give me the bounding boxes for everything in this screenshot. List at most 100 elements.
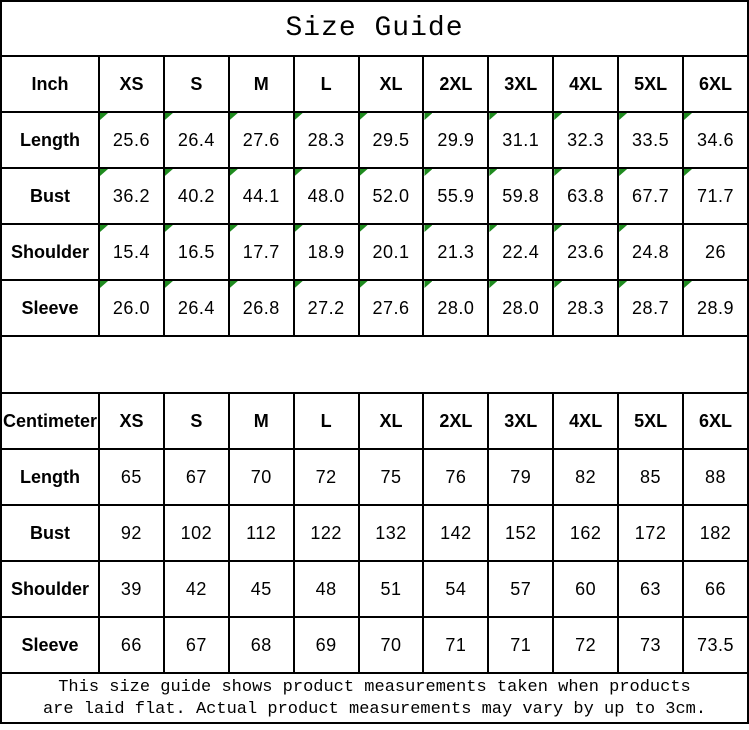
measurement-value: 66 (704, 578, 727, 599)
measurement-cell: 16.5 (162, 223, 230, 281)
measurement-cell: 28.0 (487, 279, 555, 337)
footer-note-line-2: are laid flat. Actual product measuremen… (42, 700, 707, 719)
measurement-cell: 122 (292, 504, 360, 562)
measurement-value: 24.8 (632, 241, 670, 262)
size-header-cell-xl: XL (357, 55, 425, 113)
table-row-centimeter-bust: Bust 92 102 112 122 132 142 152 162 172 182 (0, 504, 749, 562)
measurement-cell: 92 (98, 504, 165, 562)
size-header-cell-4xl: 4XL (552, 392, 620, 450)
measurement-value: 21.3 (437, 241, 475, 262)
measurement-value: 48.0 (307, 185, 345, 206)
row-label-bust: Bust (0, 167, 100, 225)
cell-flag-triangle-icon (490, 170, 498, 176)
measurement-value: 112 (246, 522, 277, 543)
measurement-value: 73 (640, 634, 662, 655)
measurement-value: 54 (445, 578, 467, 599)
cell-flag-triangle-icon (555, 114, 563, 120)
row-label-sleeve: Sleeve (0, 616, 100, 674)
measurement-value: 59.8 (502, 185, 540, 206)
measurement-value: 82 (575, 466, 597, 487)
measurement-cell: 24.8 (617, 223, 685, 281)
cell-flag-triangle-icon (685, 282, 693, 288)
measurement-cell: 55.9 (422, 167, 490, 225)
measurement-value: 85 (640, 466, 662, 487)
measurement-cell: 20.1 (357, 223, 425, 281)
measurement-cell: 45 (227, 560, 295, 618)
measurement-value: 45 (250, 578, 272, 599)
measurement-value: 63.8 (567, 185, 605, 206)
size-header-cell-xl: XL (357, 392, 425, 450)
measurement-cell: 42 (162, 560, 230, 618)
measurement-value: 28.3 (307, 129, 345, 150)
measurement-value: 26.4 (177, 297, 215, 318)
row-label-shoulder: Shoulder (0, 223, 100, 281)
measurement-cell: 44.1 (227, 167, 295, 225)
cell-flag-triangle-icon (360, 282, 368, 288)
measurement-value: 67 (185, 466, 207, 487)
cell-flag-triangle-icon (295, 226, 303, 232)
measurement-cell: 68 (227, 616, 295, 674)
measurement-cell: 63.8 (552, 167, 620, 225)
size-header-cell-m: M (227, 392, 295, 450)
measurement-value: 65 (120, 466, 142, 487)
size-header-cell-xs: XS (98, 55, 165, 113)
measurement-value: 71 (445, 634, 467, 655)
header-row-centimeter: Centimeter XS S M L XL 2XL 3XL 4XL 5XL 6XL (0, 392, 749, 450)
measurement-cell: 27.6 (227, 111, 295, 169)
measurement-value: 34.6 (696, 129, 735, 150)
size-header-cell-3xl: 3XL (487, 392, 555, 450)
measurement-value: 102 (180, 522, 213, 543)
measurement-value: 68 (250, 634, 272, 655)
row-label-shoulder: Shoulder (0, 560, 100, 618)
measurement-value: 18.9 (307, 241, 345, 262)
measurement-value: 172 (634, 522, 667, 543)
measurement-cell: 26.4 (162, 111, 230, 169)
size-header-cell-6xl: 6XL (682, 55, 749, 113)
measurement-cell: 65 (98, 448, 165, 506)
row-label-sleeve: Sleeve (0, 279, 100, 337)
measurement-cell: 73 (617, 616, 685, 674)
measurement-value: 40.2 (177, 185, 215, 206)
measurement-cell: 72 (552, 616, 620, 674)
size-header-cell-s: S (162, 55, 230, 113)
inch-size-table: Inch XS S M L XL 2XL 3XL 4XL 5XL 6XL Length 25.6 26.4… (0, 55, 749, 337)
size-header-cell-3xl: 3XL (487, 55, 555, 113)
measurement-value: 122 (310, 522, 342, 543)
table-row-inch-length: Length 25.6 26.4 27.6 28.3 29.5 29.9 31.1 32.3 33… (0, 111, 749, 169)
measurement-cell: 32.3 (552, 111, 620, 169)
measurement-value: 15.4 (112, 241, 150, 262)
measurement-value: 29.9 (437, 129, 475, 150)
measurement-value: 69 (315, 634, 337, 655)
size-header-cell-s: S (162, 392, 230, 450)
table-row-centimeter-shoulder: Shoulder 39 42 45 48 51 54 57 60 63 66 (0, 560, 749, 618)
size-header-cell-l: L (292, 392, 360, 450)
measurement-cell: 88 (682, 448, 749, 506)
measurement-cell: 152 (487, 504, 555, 562)
measurement-cell: 71 (487, 616, 555, 674)
size-header-cell-5xl: 5XL (617, 55, 685, 113)
measurement-cell: 132 (357, 504, 425, 562)
measurement-value: 52.0 (372, 185, 410, 206)
cell-flag-triangle-icon (490, 226, 498, 232)
measurement-cell: 112 (227, 504, 295, 562)
measurement-value: 142 (440, 522, 472, 543)
measurement-value: 48 (315, 578, 337, 599)
measurement-cell: 172 (617, 504, 685, 562)
measurement-cell: 48.0 (292, 167, 360, 225)
measurement-value: 33.5 (632, 129, 670, 150)
cell-flag-triangle-icon (620, 170, 628, 176)
measurement-value: 36.2 (112, 185, 150, 206)
measurement-value: 152 (505, 522, 537, 543)
cell-flag-triangle-icon (100, 282, 108, 288)
cell-flag-triangle-icon (620, 114, 628, 120)
measurement-value: 182 (699, 522, 732, 543)
cell-flag-triangle-icon (620, 226, 628, 232)
size-header-cell-2xl: 2XL (422, 55, 490, 113)
header-row-inch: Inch XS S M L XL 2XL 3XL 4XL 5XL 6XL (0, 55, 749, 113)
cell-flag-triangle-icon (295, 282, 303, 288)
row-label-length: Length (0, 448, 100, 506)
measurement-value: 25.6 (112, 129, 150, 150)
size-header-cell-2xl: 2XL (422, 392, 490, 450)
measurement-value: 23.6 (567, 241, 605, 262)
